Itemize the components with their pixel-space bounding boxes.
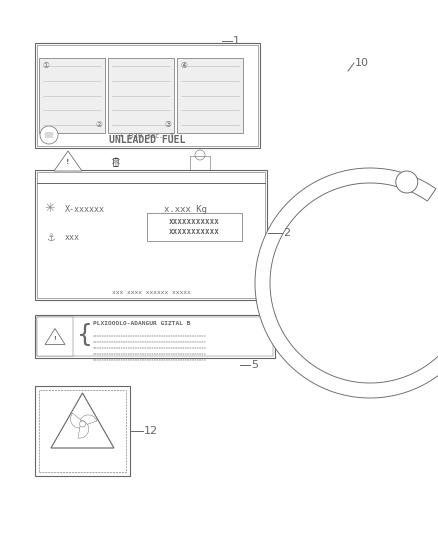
FancyBboxPatch shape <box>147 213 242 241</box>
Text: ①: ① <box>42 61 49 70</box>
Circle shape <box>40 126 58 144</box>
Text: xxxxxxxxxxx: xxxxxxxxxxx <box>169 227 219 236</box>
Text: 2: 2 <box>283 228 290 238</box>
FancyBboxPatch shape <box>35 315 275 358</box>
Circle shape <box>396 171 418 193</box>
FancyBboxPatch shape <box>177 58 243 133</box>
FancyBboxPatch shape <box>39 58 105 133</box>
Polygon shape <box>51 393 114 448</box>
Circle shape <box>195 150 205 160</box>
Text: {: { <box>77 322 93 346</box>
Text: 5: 5 <box>251 360 258 370</box>
Text: ③: ③ <box>164 120 171 129</box>
Text: 12: 12 <box>144 426 158 436</box>
Text: 10: 10 <box>355 58 369 68</box>
Text: ④: ④ <box>180 61 187 70</box>
Text: xxxxxxxxxxxxxxxxxxxxxxxxxxxxxxxxxxxxxxxxxxxxxxxx: xxxxxxxxxxxxxxxxxxxxxxxxxxxxxxxxxxxxxxxx… <box>93 358 207 362</box>
Text: x.xxx Kg: x.xxx Kg <box>163 205 206 214</box>
Polygon shape <box>45 328 65 344</box>
Text: xxxxxxxxxxxxxxxxxxxxxxxxxxxxxxxxxxxxxxxxxxxxxxxx: xxxxxxxxxxxxxxxxxxxxxxxxxxxxxxxxxxxxxxxx… <box>93 352 207 356</box>
Text: *: * <box>110 156 120 174</box>
FancyBboxPatch shape <box>35 386 130 476</box>
FancyBboxPatch shape <box>35 170 267 300</box>
Text: xxxxxxxxxxx: xxxxxxxxxxx <box>169 216 219 225</box>
Text: 🔥: 🔥 <box>112 156 118 166</box>
Wedge shape <box>71 413 87 428</box>
Text: xxx: xxx <box>65 233 80 243</box>
Text: !: ! <box>53 335 57 341</box>
Wedge shape <box>78 420 88 438</box>
Text: ⚓: ⚓ <box>46 233 54 243</box>
Text: ✳: ✳ <box>45 203 55 215</box>
Circle shape <box>80 421 85 427</box>
Text: PLXIOOOLO-ADANGUR GIZTAL B: PLXIOOOLO-ADANGUR GIZTAL B <box>93 321 191 326</box>
Text: 1: 1 <box>233 36 240 46</box>
Text: X-xxxxxx: X-xxxxxx <box>65 205 105 214</box>
Text: ②: ② <box>95 120 102 129</box>
Polygon shape <box>54 151 82 171</box>
FancyBboxPatch shape <box>37 317 73 356</box>
Text: xxxxxxxxxxxxxxxxxxxxxxxxxxxxxxxxxxxxxxxxxxxxxxxx: xxxxxxxxxxxxxxxxxxxxxxxxxxxxxxxxxxxxxxxx… <box>93 334 207 338</box>
Polygon shape <box>255 168 438 398</box>
Text: UNLEADED FUEL: UNLEADED FUEL <box>110 135 186 145</box>
Text: xxxxxxxxxxxxxxxxxxxxxxxxxxxxxxxxxxxxxxxxxxxxxxxx: xxxxxxxxxxxxxxxxxxxxxxxxxxxxxxxxxxxxxxxx… <box>93 340 207 344</box>
Text: $\rightarrow$ $\odot$10 sec. $\uparrow$: $\rightarrow$ $\odot$10 sec. $\uparrow$ <box>115 130 175 140</box>
Text: xxx xxxx xxxxxx xxxxx: xxx xxxx xxxxxx xxxxx <box>112 290 191 295</box>
Wedge shape <box>79 415 97 427</box>
FancyBboxPatch shape <box>108 58 174 133</box>
Text: !: ! <box>67 159 70 165</box>
FancyBboxPatch shape <box>35 43 260 148</box>
Text: xxxxxxxxxxxxxxxxxxxxxxxxxxxxxxxxxxxxxxxxxxxxxxxx: xxxxxxxxxxxxxxxxxxxxxxxxxxxxxxxxxxxxxxxx… <box>93 346 207 350</box>
